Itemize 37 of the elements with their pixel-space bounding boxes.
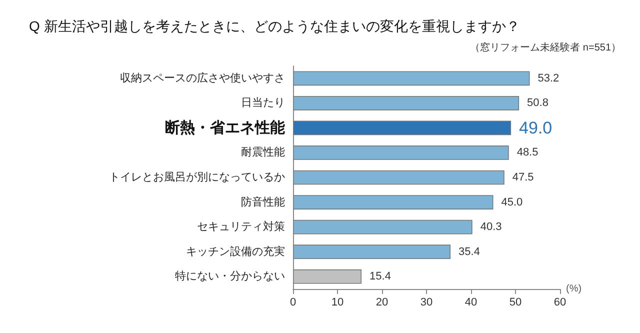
y-tick-label: セキュリティ対策 <box>197 220 285 234</box>
data-label: 35.4 <box>458 246 480 258</box>
data-label: 53.2 <box>538 72 560 84</box>
y-tick-label: キッチン設備の充実 <box>186 244 285 258</box>
data-label: 49.0 <box>519 118 552 138</box>
chart-title: Q 新生活や引越しを考えたときに、どのような住まいの変化を重視しますか？ <box>29 18 520 34</box>
y-tick-label: 耐震性能 <box>241 146 285 159</box>
y-tick-label: 日当たり <box>241 97 285 110</box>
data-label: 50.8 <box>527 97 548 110</box>
bar <box>293 71 530 86</box>
x-tick-label: 60 <box>554 296 566 308</box>
x-tick-label: 50 <box>509 296 522 308</box>
x-tick-label: 10 <box>331 296 344 308</box>
data-label: 47.5 <box>512 172 534 184</box>
y-tick-label: 特にない・分からない <box>175 270 285 283</box>
bar <box>293 220 472 234</box>
data-label: 15.4 <box>370 270 391 283</box>
data-label: 48.5 <box>516 146 538 159</box>
bar <box>293 195 494 210</box>
x-tick-label: 30 <box>420 296 433 308</box>
bar <box>293 244 451 260</box>
bar <box>293 146 509 160</box>
bar <box>293 96 520 110</box>
bar <box>293 170 504 185</box>
data-label: 40.3 <box>480 221 502 234</box>
x-tick-label: 20 <box>376 296 388 308</box>
x-tick-label: 40 <box>464 296 478 308</box>
bar <box>293 269 362 284</box>
x-axis-title: (%) <box>566 284 582 294</box>
data-label: 45.0 <box>501 196 523 208</box>
chart-subtitle: （窓リフォーム未経験者 n=551） <box>470 42 622 54</box>
y-tick-label: トイレとお風呂が別になっているか <box>109 172 285 184</box>
y-tick-label: 断熱・省エネ性能 <box>165 119 286 136</box>
bar <box>293 120 512 136</box>
y-tick-label: 防音性能 <box>241 195 285 208</box>
y-tick-label: 収納スペースの広さや使いやすさ <box>120 71 285 84</box>
x-tick-label: 0 <box>290 296 296 308</box>
